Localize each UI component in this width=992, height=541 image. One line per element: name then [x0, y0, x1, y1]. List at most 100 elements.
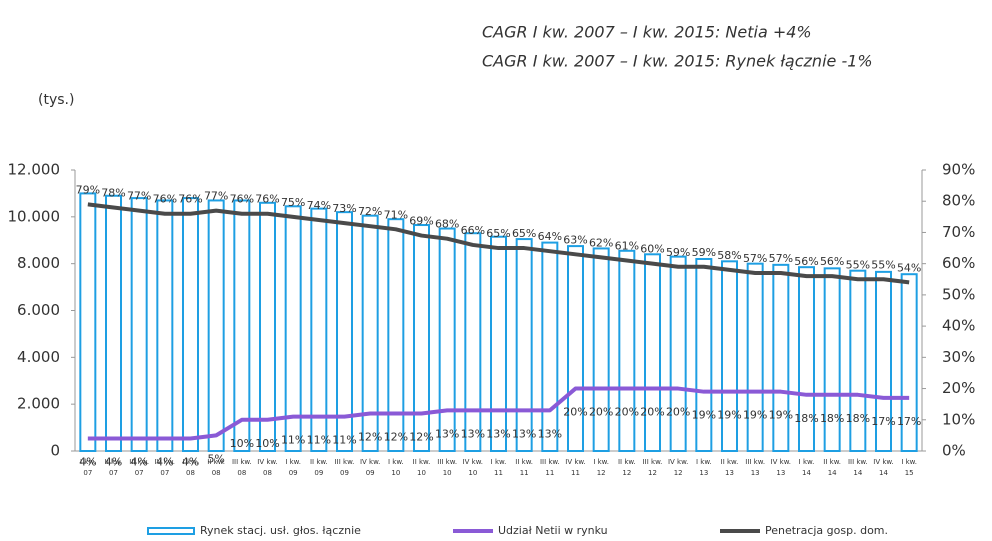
data-label: 76%	[255, 193, 279, 206]
data-label: 59%	[692, 246, 716, 259]
x-tick-label: 14	[853, 469, 862, 477]
x-tick-label: I kw.	[285, 458, 301, 466]
bar	[105, 194, 122, 452]
bar	[798, 266, 815, 452]
x-tick-label: II kw.	[207, 458, 225, 466]
x-tick-label: 09	[289, 469, 298, 477]
x-tick-label: II kw.	[105, 458, 123, 466]
data-label: 13%	[512, 427, 536, 440]
legend-label: Udział Netii w rynku	[498, 524, 608, 537]
bar	[592, 247, 610, 452]
x-tick-label: III kw.	[848, 458, 868, 466]
bar	[541, 241, 559, 452]
y2-tick-label: 70%	[942, 223, 975, 241]
data-label: 20%	[563, 406, 587, 419]
x-tick-label: 11	[545, 469, 554, 477]
data-label: 61%	[615, 240, 639, 253]
data-label: 76%	[230, 193, 254, 206]
data-label: 71%	[384, 208, 408, 221]
x-tick-label: 11	[520, 469, 529, 477]
data-label: 66%	[461, 224, 485, 237]
x-tick-label: II kw.	[618, 458, 636, 466]
y2-tick-label: 20%	[942, 379, 975, 397]
bar	[284, 205, 302, 452]
data-label: 5%	[207, 452, 224, 465]
x-tick-label: IV kw.	[360, 458, 380, 466]
data-label: 59%	[666, 246, 690, 259]
x-tick-label: IV kw.	[668, 458, 688, 466]
data-label: 72%	[358, 205, 382, 218]
data-label: 56%	[794, 255, 818, 268]
bar	[567, 245, 584, 452]
x-tick-label: 12	[674, 469, 683, 477]
data-label: 11%	[307, 434, 331, 447]
data-label: 13%	[461, 427, 485, 440]
x-tick-label: II kw.	[515, 458, 533, 466]
x-tick-label: 07	[83, 469, 92, 477]
y-tick-label: 6.000	[17, 301, 60, 319]
bar	[413, 224, 430, 452]
x-tick-label: 15	[905, 469, 914, 477]
data-label: 18%	[794, 412, 818, 425]
data-label: 19%	[769, 409, 793, 422]
y2-tick-label: 80%	[942, 192, 975, 210]
bar	[259, 201, 276, 452]
x-tick-label: III kw.	[232, 458, 252, 466]
data-label: 57%	[743, 252, 767, 265]
bar	[79, 192, 97, 453]
legend-swatch	[147, 527, 195, 535]
x-tick-label: IV kw.	[155, 458, 175, 466]
data-label: 4%	[79, 456, 96, 469]
legend-label: Penetracja gosp. dom.	[765, 524, 888, 537]
data-label: 13%	[486, 427, 510, 440]
x-tick-label: IV kw.	[565, 458, 585, 466]
x-tick-label: 10	[391, 469, 400, 477]
x-tick-label: 09	[366, 469, 375, 477]
data-label: 58%	[717, 249, 741, 262]
x-tick-label: 08	[186, 469, 195, 477]
x-tick-label: III kw.	[335, 458, 355, 466]
data-label: 4%	[105, 456, 122, 469]
bar	[721, 260, 738, 453]
data-label: 19%	[743, 409, 767, 422]
data-label: 65%	[512, 227, 536, 240]
x-tick-label: III kw.	[540, 458, 560, 466]
data-label: 65%	[486, 227, 510, 240]
x-tick-label: 09	[314, 469, 323, 477]
x-tick-label: 08	[263, 469, 272, 477]
bar	[387, 218, 405, 452]
x-tick-label: I kw.	[696, 458, 712, 466]
y-tick-label: 12.000	[8, 161, 61, 179]
data-label: 20%	[589, 406, 613, 419]
data-label: 78%	[101, 186, 125, 199]
data-label: 20%	[615, 406, 639, 419]
bar	[875, 270, 892, 452]
subtitle: CAGR I kw. 2007 – I kw. 2015: Rynek łącz…	[482, 52, 873, 71]
x-tick-label: 10	[443, 469, 452, 477]
x-tick-label: I kw.	[388, 458, 404, 466]
data-label: 18%	[846, 412, 870, 425]
bar	[361, 214, 379, 452]
data-label: 57%	[769, 252, 793, 265]
bar	[310, 207, 328, 452]
legend-label: Rynek stacj. usł. głos. łącznie	[200, 524, 361, 537]
y2-tick-label: 40%	[942, 317, 975, 335]
x-tick-label: 10	[468, 469, 477, 477]
x-tick-label: IV kw.	[257, 458, 277, 466]
x-tick-label: 09	[340, 469, 349, 477]
x-tick-label: II kw.	[721, 458, 739, 466]
y2-tick-label: 90%	[942, 161, 975, 179]
x-tick-label: 08	[237, 469, 246, 477]
x-tick-label: III kw.	[129, 458, 149, 466]
bar	[695, 257, 713, 452]
x-tick-label: I kw.	[491, 458, 507, 466]
bar	[438, 227, 456, 452]
x-tick-label: 13	[699, 469, 708, 477]
y-unit: (tys.)	[38, 92, 74, 108]
data-label: 55%	[846, 258, 870, 271]
bar	[182, 197, 199, 452]
x-tick-label: 14	[802, 469, 811, 477]
x-tick-label: 11	[494, 469, 503, 477]
x-tick-label: II kw.	[823, 458, 841, 466]
data-label: 17%	[897, 415, 921, 428]
